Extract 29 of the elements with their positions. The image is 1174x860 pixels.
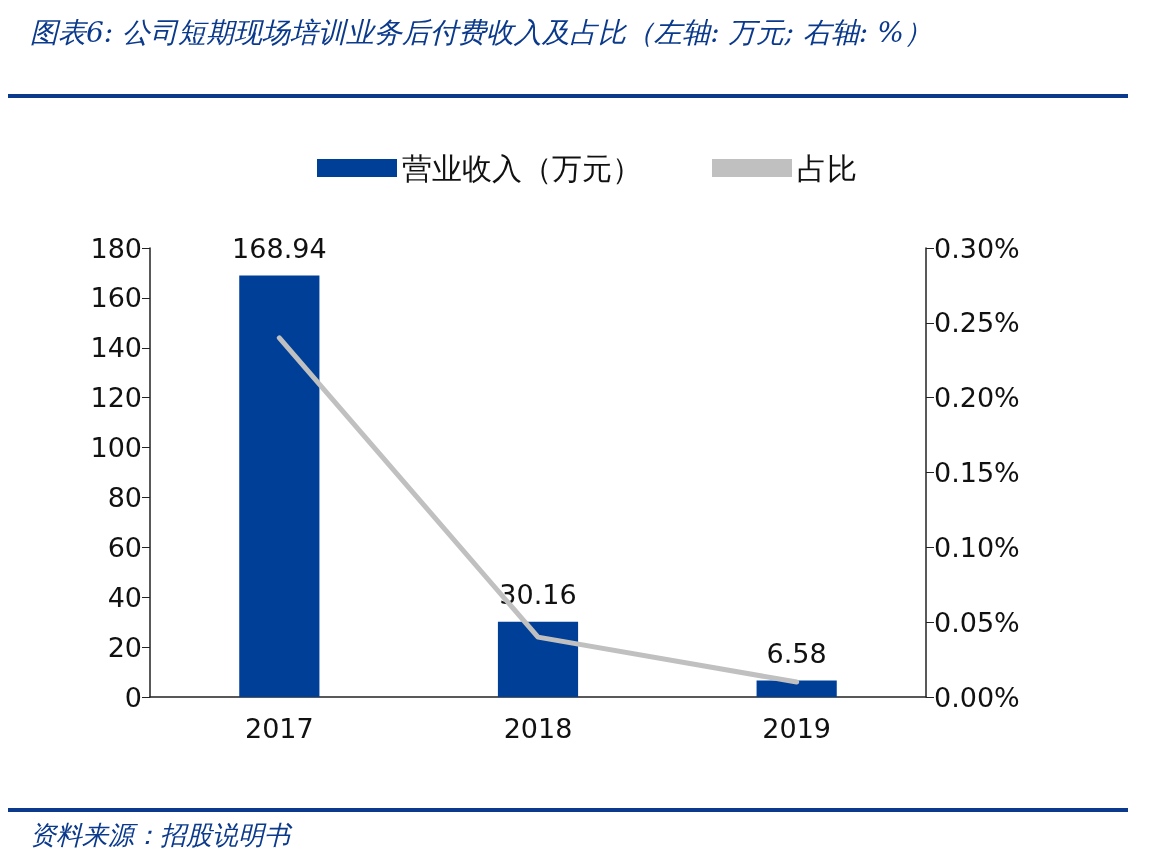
y2-tick-label: 0.05% bbox=[934, 606, 1020, 638]
y-tick-label: 0 bbox=[124, 681, 142, 713]
data-label: 6.58 bbox=[766, 637, 827, 669]
data-label: 30.16 bbox=[499, 578, 577, 610]
y-tick-label: 60 bbox=[107, 531, 142, 563]
x-tick-label: 2017 bbox=[244, 713, 314, 744]
y2-tick-label: 0.20% bbox=[934, 382, 1020, 414]
y2-tick-label: 0.15% bbox=[934, 457, 1020, 488]
y2-tick-label: 0.10% bbox=[934, 531, 1020, 563]
y2-tick-label: 0.25% bbox=[934, 307, 1020, 339]
y2-tick-label: 0.30% bbox=[934, 232, 1020, 264]
bar bbox=[497, 621, 579, 697]
bar bbox=[756, 680, 837, 697]
x-tick-label: 2019 bbox=[762, 713, 832, 744]
y-tick-label: 140 bbox=[90, 332, 142, 364]
y-tick-label: 120 bbox=[90, 382, 142, 414]
legend-label: 营业收入（万元） bbox=[402, 150, 642, 186]
y-tick-label: 80 bbox=[107, 481, 142, 513]
y-tick-label: 40 bbox=[107, 581, 142, 613]
y-tick-label: 20 bbox=[107, 631, 142, 663]
legend-label: 占比 bbox=[797, 150, 857, 186]
y-tick-label: 160 bbox=[90, 282, 142, 314]
data-label: 168.94 bbox=[232, 232, 327, 264]
y-tick-label: 100 bbox=[90, 432, 142, 464]
y2-tick-label: 0.00% bbox=[934, 681, 1020, 713]
chart-title: 图表6: 公司短期现场培训业务后付费收入及占比（左轴: 万元; 右轴: %） bbox=[30, 15, 932, 51]
x-tick-label: 2018 bbox=[503, 713, 573, 744]
y-tick-label: 180 bbox=[90, 232, 142, 264]
bar bbox=[239, 275, 320, 697]
